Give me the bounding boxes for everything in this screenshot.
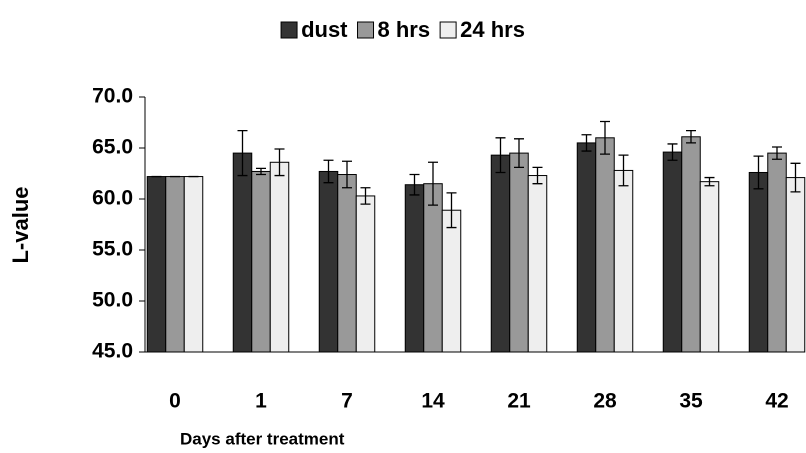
x-tick-label: 0 xyxy=(169,390,181,413)
bar xyxy=(423,183,443,353)
error-bar xyxy=(256,167,266,176)
error-bar xyxy=(514,138,524,169)
bar xyxy=(662,151,683,353)
error-bar xyxy=(704,176,715,187)
x-tick-label: 28 xyxy=(593,390,617,413)
bar xyxy=(441,209,462,353)
bar xyxy=(269,161,290,353)
bar xyxy=(527,175,548,353)
y-tick-label: 65.0 xyxy=(92,136,133,159)
x-tick-label: 35 xyxy=(679,390,703,413)
legend-label: 24 hrs xyxy=(460,17,525,42)
x-tick-label: 14 xyxy=(421,390,445,413)
bar xyxy=(251,170,271,353)
error-bar xyxy=(772,146,782,160)
error-bar xyxy=(618,154,629,187)
error-bar xyxy=(360,187,371,205)
bar xyxy=(681,136,701,353)
legend-label: dust xyxy=(301,17,348,42)
error-bar xyxy=(274,148,285,177)
bar xyxy=(355,195,376,353)
bar xyxy=(165,176,185,353)
legend: dust 8 hrs 24 hrs xyxy=(280,17,525,42)
legend-swatch xyxy=(280,21,298,39)
bar xyxy=(595,137,615,353)
y-tick-label: 45.0 xyxy=(92,340,133,363)
error-bar xyxy=(532,166,543,185)
bar xyxy=(337,174,357,353)
error-bar xyxy=(409,173,420,196)
error-bar xyxy=(581,134,592,152)
error-bar xyxy=(600,120,610,155)
error-bar xyxy=(790,162,801,193)
x-axis-title: Days after treatment xyxy=(180,429,345,448)
error-bar xyxy=(753,155,764,190)
bar xyxy=(576,142,597,353)
bar xyxy=(232,152,253,353)
bar xyxy=(767,152,787,353)
bar xyxy=(183,176,204,353)
error-bar xyxy=(237,130,248,177)
x-tick-label: 1 xyxy=(255,390,267,413)
x-tick-label: 42 xyxy=(765,390,788,413)
legend-swatch xyxy=(439,21,457,39)
y-tick-label: 60.0 xyxy=(92,187,133,210)
error-bar xyxy=(323,159,334,184)
error-bar xyxy=(342,160,352,189)
bar xyxy=(318,170,339,353)
legend-swatch xyxy=(357,21,375,39)
error-bar xyxy=(686,130,696,144)
y-axis-title: L-value xyxy=(8,186,33,263)
error-bar xyxy=(495,137,506,174)
bar xyxy=(699,181,720,353)
bar xyxy=(785,177,806,353)
y-tick-label: 70.0 xyxy=(92,85,133,108)
bar xyxy=(748,171,769,353)
y-tick-label: 55.0 xyxy=(92,238,133,261)
bar xyxy=(613,169,634,353)
error-bar xyxy=(667,143,678,161)
x-tick-label: 21 xyxy=(507,390,531,413)
x-tick-label: 7 xyxy=(341,390,353,413)
bar xyxy=(146,176,167,353)
error-bar xyxy=(428,161,438,206)
y-tick-label: 50.0 xyxy=(92,289,133,312)
bar xyxy=(490,154,511,353)
error-bar xyxy=(446,192,457,229)
legend-label: 8 hrs xyxy=(378,17,431,42)
bar xyxy=(509,152,529,353)
bar xyxy=(404,184,425,353)
